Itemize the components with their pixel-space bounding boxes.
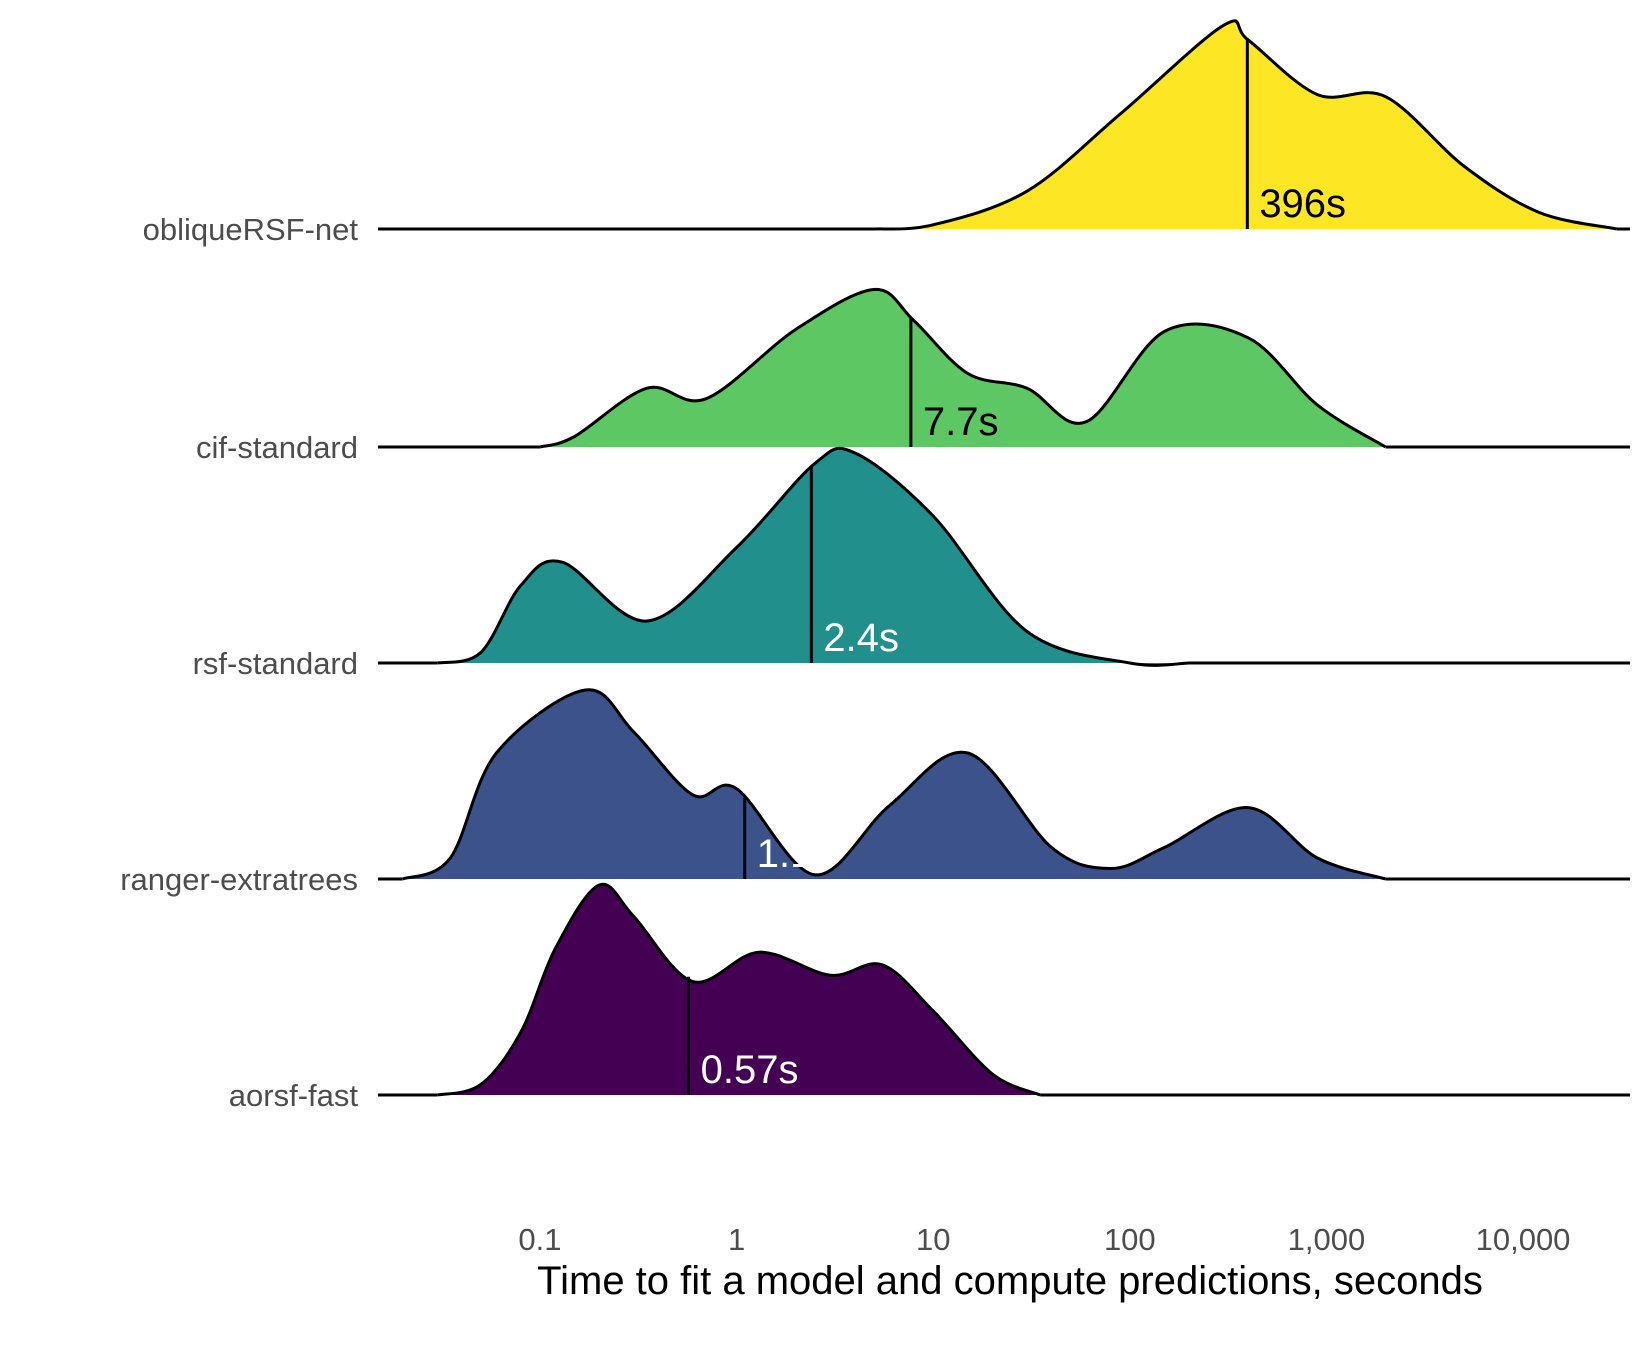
x-tick-label: 1 xyxy=(728,1222,745,1257)
y-axis-labels: obliqueRSF-net cif-standard rsf-standard ra… xyxy=(120,212,358,1113)
x-tick-label: 100 xyxy=(1104,1222,1156,1257)
x-tick-label: 0.1 xyxy=(518,1222,561,1257)
ridge-cif-standard: 7.7s xyxy=(378,287,1630,449)
x-tick-label: 10 xyxy=(916,1222,950,1257)
median-label-ranger-extratrees: 1.1s xyxy=(757,832,833,876)
density-outline-aorsf-fast xyxy=(436,882,1041,1097)
density-area-ranger-extratrees xyxy=(402,689,1386,879)
x-tick-label: 1,000 xyxy=(1288,1222,1366,1257)
y-label-aorsf-fast: aorsf-fast xyxy=(229,1078,359,1113)
x-tick-label: 10,000 xyxy=(1476,1222,1571,1257)
median-label-aorsf-fast: 0.57s xyxy=(701,1048,799,1092)
ridges-layer: 396s 7.7s 2.4s 1.1s 0.57s xyxy=(378,19,1630,1097)
density-outline-ranger-extratrees xyxy=(401,688,1387,881)
ridge-aorsf-fast: 0.57s xyxy=(378,882,1630,1097)
ridge-ranger-extratrees: 1.1s xyxy=(378,688,1630,881)
y-label-cif-standard: cif-standard xyxy=(196,430,358,465)
ridge-obliqueRSF-net: 396s xyxy=(378,19,1630,231)
density-area-aorsf-fast xyxy=(437,884,1041,1095)
y-label-ranger-extratrees: ranger-extratrees xyxy=(120,862,358,897)
x-axis-ticks: 0.1 1 10 100 1,000 10,000 xyxy=(518,1222,1570,1257)
y-label-rsf-standard: rsf-standard xyxy=(193,646,358,681)
density-outline-cif-standard xyxy=(539,287,1387,449)
y-label-obliqueRSF-net: obliqueRSF-net xyxy=(143,212,359,247)
density-area-rsf-standard xyxy=(437,448,1189,666)
median-label-obliqueRSF-net: 396s xyxy=(1259,182,1346,226)
density-outline-rsf-standard xyxy=(436,446,1190,667)
median-label-cif-standard: 7.7s xyxy=(923,400,999,444)
x-axis-title: Time to fit a model and compute predicti… xyxy=(537,1259,1483,1303)
median-label-rsf-standard: 2.4s xyxy=(823,616,899,660)
density-area-obliqueRSF-net xyxy=(874,20,1617,230)
ridge-rsf-standard: 2.4s xyxy=(378,446,1630,667)
